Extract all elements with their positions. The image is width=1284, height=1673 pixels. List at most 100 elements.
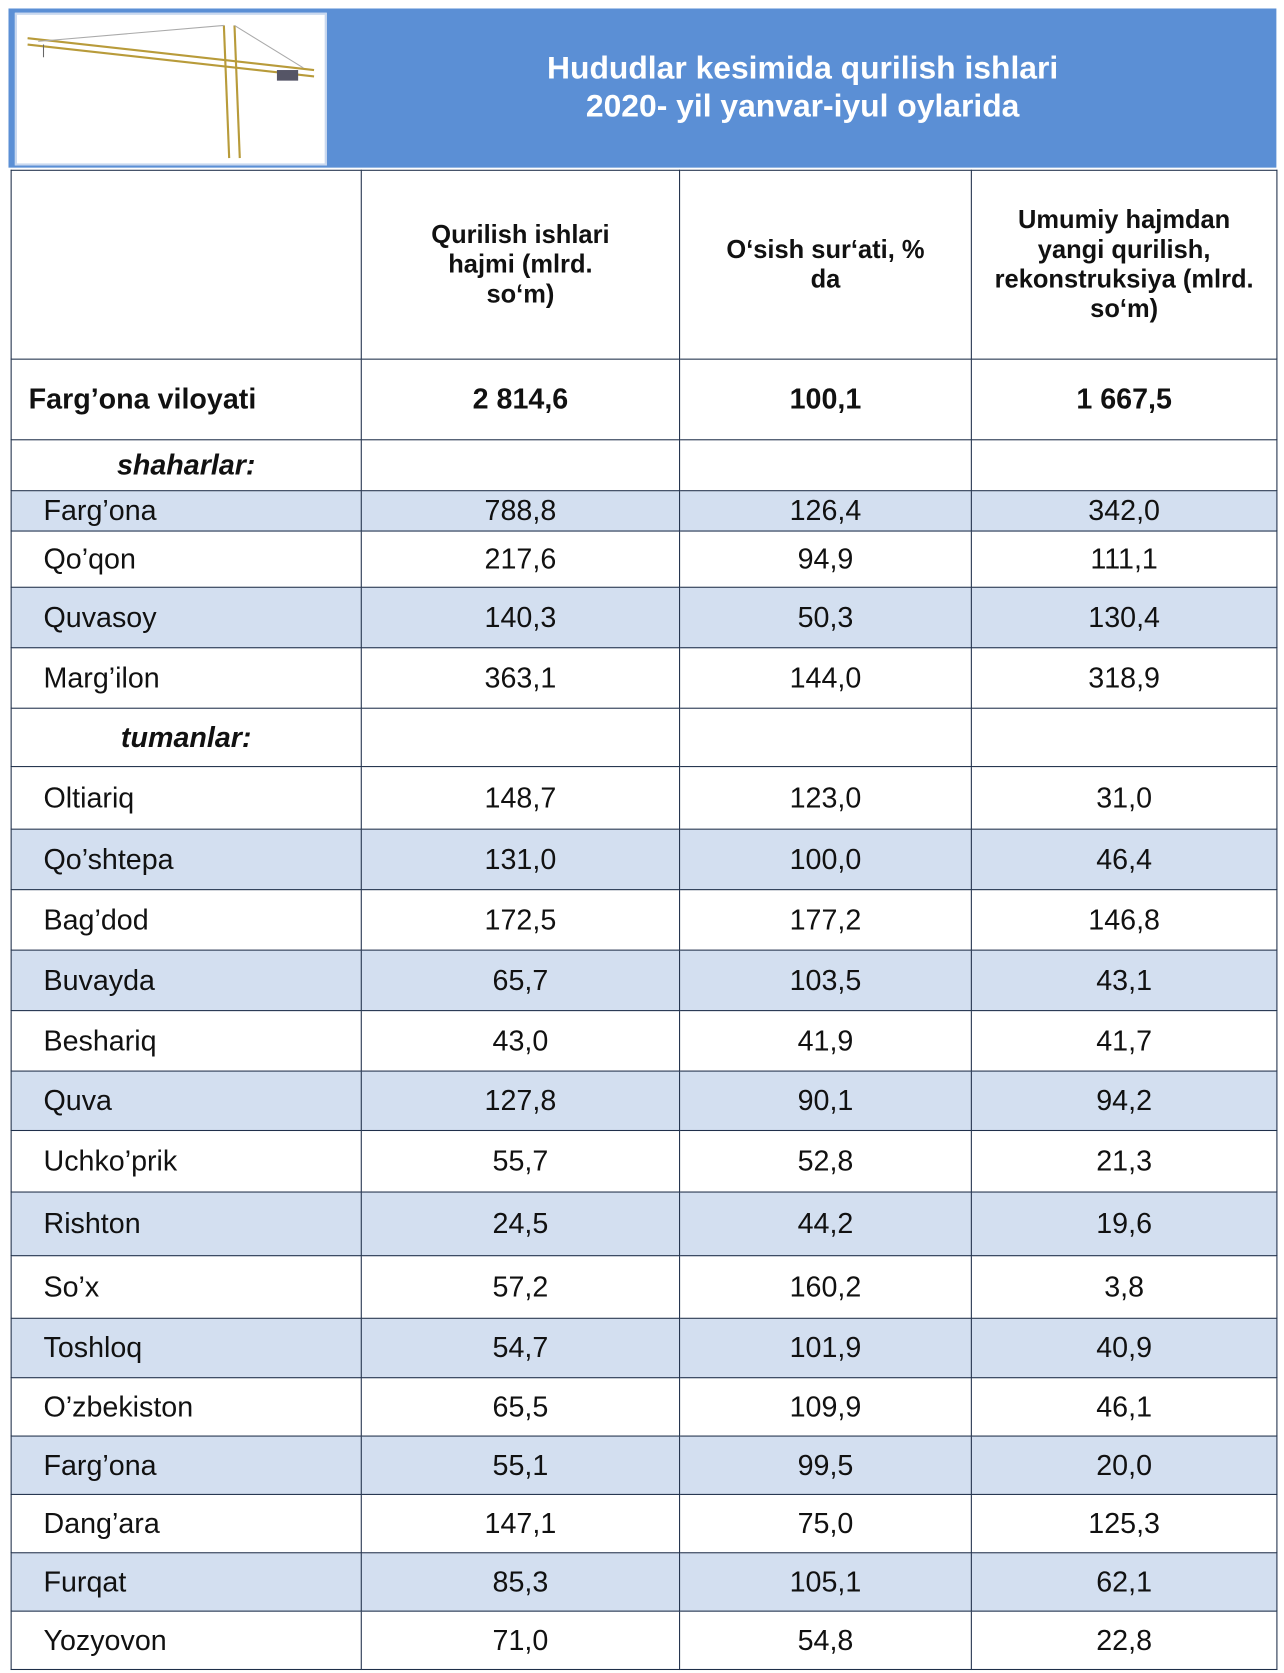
name-cell: Oltiariq <box>10 766 362 830</box>
value-cell: 101,9 <box>679 1317 972 1379</box>
crane-image <box>14 12 327 166</box>
empty-cell <box>360 439 681 492</box>
name-cell: Dang’ara <box>10 1493 362 1554</box>
value-cell: 31,0 <box>970 766 1278 830</box>
table-row: tumanlar: <box>10 707 1278 768</box>
table-row: Rishton 24,5 44,2 19,6 <box>10 1191 1278 1257</box>
name-cell: Farg’ona viloyati <box>10 358 362 441</box>
table-row: Marg’ilon 363,1 144,0 318,9 <box>10 647 1278 709</box>
value-cell: 52,8 <box>679 1129 972 1193</box>
table-row: Farg’ona 55,1 99,5 20,0 <box>10 1435 1278 1495</box>
value-cell: 172,5 <box>360 889 681 951</box>
name-cell: Farg’ona <box>10 1435 362 1495</box>
value-cell: 130,4 <box>970 586 1278 649</box>
value-cell: 19,6 <box>970 1191 1278 1257</box>
value-cell: 363,1 <box>360 647 681 709</box>
header-cell: Umumiy hajmdan yangi qurilish, rekonstru… <box>970 169 1278 360</box>
empty-cell <box>679 707 972 768</box>
value-cell: 1 667,5 <box>970 358 1278 441</box>
value-cell: 50,3 <box>679 586 972 649</box>
value-cell: 2 814,6 <box>360 358 681 441</box>
table-row: O’zbekiston 65,5 109,9 46,1 <box>10 1377 1278 1437</box>
table-row: Farg’ona 788,8 126,4 342,0 <box>10 490 1278 532</box>
value-cell: 75,0 <box>679 1493 972 1554</box>
name-cell: Buvayda <box>10 949 362 1012</box>
value-cell: 342,0 <box>970 490 1278 532</box>
value-cell: 177,2 <box>679 889 972 951</box>
name-cell: Quva <box>10 1070 362 1132</box>
table-body: Qurilish ishlari hajmi (mlrd. so‘m) O‘sis… <box>10 169 1278 1671</box>
value-cell: 44,2 <box>679 1191 972 1257</box>
table-row: Furqat 85,3 105,1 62,1 <box>10 1552 1278 1612</box>
title-line: Hududlar kesimida qurilish ishlari <box>547 50 1059 86</box>
value-cell: 217,6 <box>360 530 681 588</box>
value-cell: 55,1 <box>360 1435 681 1495</box>
value-cell: 99,5 <box>679 1435 972 1495</box>
value-cell: 54,7 <box>360 1317 681 1379</box>
table-row: Quvasoy 140,3 50,3 130,4 <box>10 586 1278 649</box>
value-cell: 20,0 <box>970 1435 1278 1495</box>
name-cell: Qo’shtepa <box>10 828 362 891</box>
value-cell: 140,3 <box>360 586 681 649</box>
value-cell: 94,9 <box>679 530 972 588</box>
data-table: Qurilish ishlari hajmi (mlrd. so‘m) O‘sis… <box>10 169 1278 1671</box>
value-cell: 46,4 <box>970 828 1278 891</box>
empty-cell <box>360 707 681 768</box>
value-cell: 100,1 <box>679 358 972 441</box>
table-row: Bag’dod 172,5 177,2 146,8 <box>10 889 1278 951</box>
value-cell: 43,1 <box>970 949 1278 1012</box>
title-line: 2020- yil yanvar-iyul oylarida <box>585 89 1020 125</box>
crane-drawing <box>27 24 315 159</box>
table-row: Uchko’prik 55,7 52,8 21,3 <box>10 1129 1278 1193</box>
name-cell: Yozyovon <box>10 1610 362 1671</box>
value-cell: 147,1 <box>360 1493 681 1554</box>
name-cell: Uchko’prik <box>10 1129 362 1193</box>
value-cell: 43,0 <box>360 1010 681 1072</box>
value-cell: 125,3 <box>970 1493 1278 1554</box>
value-cell: 40,9 <box>970 1317 1278 1379</box>
value-cell: 65,5 <box>360 1377 681 1437</box>
table-row: So’x 57,2 160,2 3,8 <box>10 1255 1278 1319</box>
header-row: Qurilish ishlari hajmi (mlrd. so‘m) O‘sis… <box>10 169 1278 360</box>
header-cell <box>10 169 362 360</box>
name-cell: Furqat <box>10 1552 362 1612</box>
value-cell: 41,7 <box>970 1010 1278 1072</box>
value-cell: 103,5 <box>679 949 972 1012</box>
value-cell: 65,7 <box>360 949 681 1012</box>
empty-cell <box>970 439 1278 492</box>
section-label: shaharlar: <box>10 439 362 492</box>
value-cell: 148,7 <box>360 766 681 830</box>
name-cell: O’zbekiston <box>10 1377 362 1437</box>
name-cell: Beshariq <box>10 1010 362 1072</box>
value-cell: 318,9 <box>970 647 1278 709</box>
table-row: Buvayda 65,7 103,5 43,1 <box>10 949 1278 1012</box>
name-cell: Qo’qon <box>10 530 362 588</box>
value-cell: 144,0 <box>679 647 972 709</box>
value-cell: 62,1 <box>970 1552 1278 1612</box>
value-cell: 3,8 <box>970 1255 1278 1319</box>
name-cell: Bag’dod <box>10 889 362 951</box>
name-cell: Rishton <box>10 1191 362 1257</box>
header-cell: O‘sish sur‘ati, % da <box>679 169 972 360</box>
value-cell: 111,1 <box>970 530 1278 588</box>
value-cell: 788,8 <box>360 490 681 532</box>
table-row: Quva 127,8 90,1 94,2 <box>10 1070 1278 1132</box>
title: Hududlar kesimida qurilish ishlari 2020-… <box>329 8 1276 167</box>
header-cell: Qurilish ishlari hajmi (mlrd. so‘m) <box>360 169 681 360</box>
table-row: Dang’ara 147,1 75,0 125,3 <box>10 1493 1278 1554</box>
value-cell: 22,8 <box>970 1610 1278 1671</box>
value-cell: 55,7 <box>360 1129 681 1193</box>
value-cell: 127,8 <box>360 1070 681 1132</box>
value-cell: 21,3 <box>970 1129 1278 1193</box>
value-cell: 71,0 <box>360 1610 681 1671</box>
value-cell: 123,0 <box>679 766 972 830</box>
value-cell: 126,4 <box>679 490 972 532</box>
value-cell: 54,8 <box>679 1610 972 1671</box>
value-cell: 41,9 <box>679 1010 972 1072</box>
value-cell: 105,1 <box>679 1552 972 1612</box>
empty-cell <box>679 439 972 492</box>
value-cell: 24,5 <box>360 1191 681 1257</box>
value-cell: 146,8 <box>970 889 1278 951</box>
